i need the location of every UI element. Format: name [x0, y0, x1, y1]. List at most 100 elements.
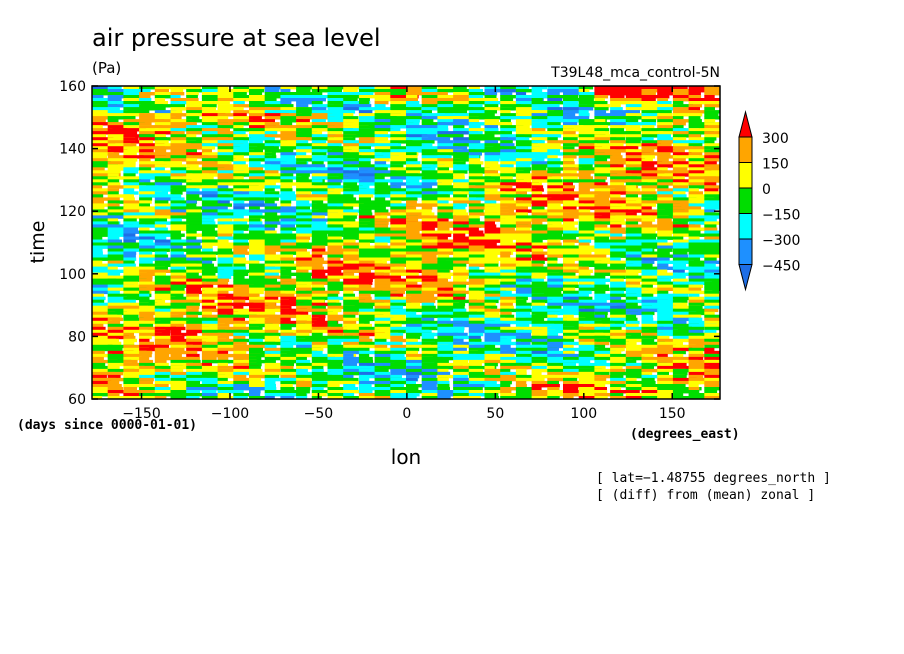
heatmap-cell	[437, 203, 459, 207]
heatmap-cell	[107, 221, 119, 225]
heatmap-cell	[610, 245, 633, 249]
heatmap-cell	[390, 110, 411, 114]
heatmap-cell	[233, 113, 247, 117]
heatmap-cell	[468, 119, 480, 123]
heatmap-cell	[672, 185, 689, 189]
heatmap-cell	[531, 257, 550, 261]
heatmap-cell	[406, 374, 420, 379]
heatmap-cell	[594, 152, 620, 156]
heatmap-cell	[280, 299, 309, 304]
heatmap-cell	[170, 182, 183, 186]
heatmap-cell	[123, 197, 135, 201]
heatmap-cell	[641, 326, 664, 331]
heatmap-cell	[343, 197, 357, 201]
heatmap-cell	[421, 344, 449, 349]
heatmap-cell	[201, 113, 226, 117]
heatmap-cell	[578, 260, 602, 264]
heatmap-cell	[327, 257, 341, 261]
heatmap-cell	[563, 224, 575, 228]
heatmap-cell	[437, 179, 465, 183]
heatmap-cell	[107, 188, 120, 192]
heatmap-cell	[233, 317, 245, 322]
heatmap-cell	[453, 350, 478, 355]
heatmap-cell	[484, 131, 505, 135]
heatmap-cell	[170, 371, 197, 376]
heatmap-cell	[437, 287, 457, 291]
heatmap-cell	[625, 269, 645, 273]
heatmap-cell	[468, 113, 485, 117]
heatmap-cell	[217, 164, 236, 168]
heatmap-cell	[578, 341, 597, 346]
heatmap-cell	[421, 338, 446, 343]
heatmap-cell	[531, 176, 553, 180]
heatmap-cell	[500, 332, 516, 337]
heatmap-cell	[406, 362, 435, 367]
heatmap-cell	[563, 341, 584, 346]
heatmap-cell	[233, 377, 260, 382]
heatmap-cell	[610, 278, 624, 282]
heatmap-cell	[92, 284, 116, 288]
heatmap-cell	[437, 390, 462, 394]
heatmap-cell	[500, 380, 512, 385]
heatmap-cell	[594, 353, 620, 358]
heatmap-cell	[594, 302, 611, 307]
heatmap-cell	[374, 380, 395, 385]
heatmap-cell	[657, 167, 668, 171]
heatmap-cell	[531, 116, 549, 120]
heatmap-cell	[594, 387, 607, 391]
heatmap-cell	[547, 347, 559, 352]
heatmap-cell	[249, 113, 268, 117]
heatmap-cell	[468, 329, 493, 334]
heatmap-cell	[421, 101, 446, 105]
heatmap-cell	[311, 269, 336, 273]
heatmap-cell	[453, 161, 466, 165]
heatmap-cell	[437, 200, 449, 204]
heatmap-cell	[139, 176, 160, 180]
heatmap-cell	[453, 203, 468, 207]
heatmap-cell	[688, 272, 714, 276]
heatmap-cell	[154, 86, 175, 90]
heatmap-cell	[437, 281, 459, 285]
heatmap-cell	[390, 134, 409, 138]
heatmap-cell	[421, 164, 445, 168]
heatmap-cell	[406, 173, 432, 177]
heatmap-cell	[343, 188, 367, 192]
heatmap-cell	[296, 233, 319, 237]
heatmap-cell	[311, 221, 327, 225]
heatmap-cell	[107, 140, 136, 144]
heatmap-cell	[704, 371, 720, 376]
heatmap-cell	[233, 308, 262, 313]
heatmap-cell	[264, 308, 290, 313]
heatmap-cell	[594, 287, 610, 291]
heatmap-cell	[641, 86, 665, 90]
heatmap-cell	[421, 287, 445, 291]
heatmap-cell	[107, 242, 126, 246]
heatmap-cell	[280, 182, 300, 186]
heatmap-cell	[186, 338, 208, 343]
heatmap-cell	[280, 218, 309, 222]
heatmap-cell	[453, 393, 473, 397]
heatmap-cell	[217, 341, 245, 346]
heatmap-cell	[358, 278, 373, 282]
heatmap-cell	[547, 125, 575, 129]
heatmap-cell	[233, 384, 258, 388]
heatmap-cell	[186, 113, 215, 117]
heatmap-cell	[390, 317, 410, 322]
heatmap-cell	[578, 335, 606, 340]
heatmap-cell	[421, 393, 441, 397]
heatmap-cell	[578, 284, 601, 288]
heatmap-cell	[500, 368, 511, 373]
heatmap-cell	[468, 170, 496, 174]
heatmap-cell	[280, 332, 308, 337]
heatmap-cell	[704, 275, 720, 279]
heatmap-cell	[610, 377, 629, 382]
heatmap-cell	[625, 281, 641, 285]
heatmap-cell	[515, 95, 540, 99]
heatmap-cell	[170, 380, 197, 385]
heatmap-cell	[374, 344, 388, 349]
heatmap-cell	[547, 317, 567, 322]
heatmap-cell	[374, 371, 391, 376]
heatmap-cell	[500, 314, 515, 319]
heatmap-cell	[500, 305, 514, 310]
heatmap-cell	[201, 290, 225, 295]
